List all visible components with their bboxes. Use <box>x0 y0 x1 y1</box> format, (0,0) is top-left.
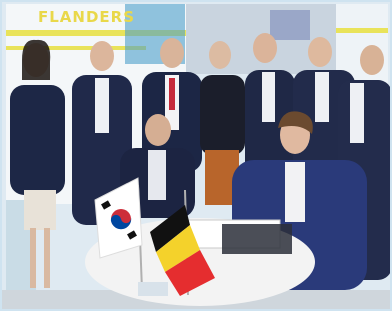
folder <box>222 224 292 254</box>
sign <box>270 10 310 40</box>
shirt <box>262 72 275 122</box>
person <box>10 85 65 195</box>
banner-text: FLANDERS <box>38 8 135 26</box>
person <box>200 75 245 155</box>
flag-base <box>138 282 168 296</box>
head <box>253 33 277 63</box>
shirt <box>315 72 329 122</box>
tie <box>169 78 175 110</box>
head <box>145 114 171 146</box>
shirt <box>285 162 305 222</box>
hair <box>22 40 50 80</box>
yellow-stripe <box>336 28 388 33</box>
head <box>308 37 332 67</box>
head <box>209 41 231 69</box>
shirt <box>350 83 364 143</box>
head <box>360 45 384 75</box>
head <box>90 41 114 71</box>
photo: FLANDERS <box>0 0 392 311</box>
skirt <box>24 190 56 230</box>
head <box>160 38 184 68</box>
shirt <box>95 78 109 133</box>
shirt <box>148 150 166 200</box>
leg <box>30 228 36 288</box>
leg <box>44 228 50 288</box>
